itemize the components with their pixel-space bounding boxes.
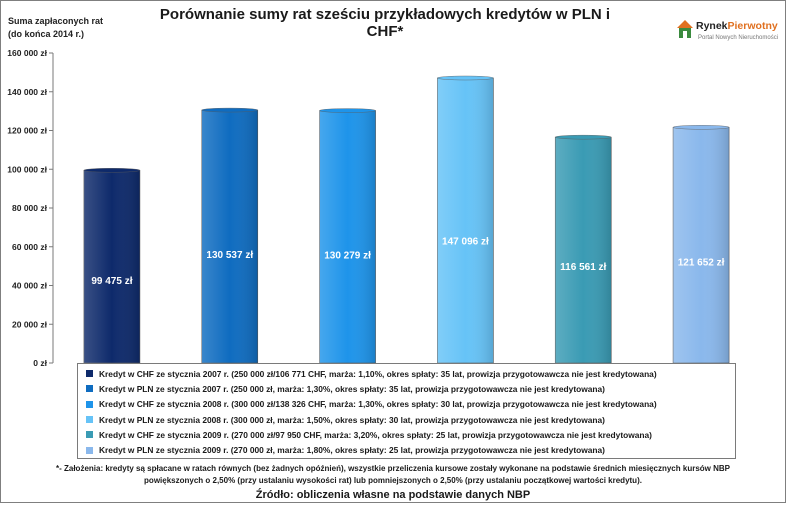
y-tick-label: 120 000 zł bbox=[7, 126, 47, 136]
bar-shade bbox=[319, 110, 376, 363]
y-tick-label: 160 000 zł bbox=[7, 48, 47, 58]
legend-swatch bbox=[86, 400, 93, 408]
bar bbox=[554, 134, 612, 364]
bar-shade bbox=[437, 78, 494, 364]
footnote: *- Założenia: kredyty są spłacane w rata… bbox=[2, 463, 784, 487]
legend-swatch bbox=[86, 385, 93, 393]
data-label: 99 475 zł bbox=[91, 276, 132, 287]
bar-cap bbox=[319, 108, 376, 113]
bar-shade bbox=[201, 110, 258, 363]
logo: RynekPierwotny Portal Nowych Nieruchomoś… bbox=[676, 14, 786, 54]
logo-tagline: Portal Nowych Nieruchomości bbox=[698, 35, 779, 41]
bar-shade bbox=[83, 170, 140, 363]
logo-name-part2: Pierwotny bbox=[727, 20, 778, 32]
bar-cap bbox=[83, 168, 141, 173]
house-logo-icon bbox=[677, 20, 693, 38]
legend-item: Kredyt w PLN ze stycznia 2007 r. (250 00… bbox=[86, 381, 735, 396]
legend-item: Kredyt w CHF ze stycznia 2007 r. (250 00… bbox=[86, 366, 735, 381]
chart-title: Porównanie sumy rat sześciu przykładowyc… bbox=[159, 6, 611, 40]
legend-item: Kredyt w PLN ze stycznia 2009 r. (270 00… bbox=[86, 442, 735, 457]
legend-label: Kredyt w CHF ze stycznia 2008 r. (300 00… bbox=[99, 399, 657, 410]
data-label: 121 652 zł bbox=[678, 258, 725, 269]
bar-shade bbox=[555, 137, 612, 363]
y-axis: 0 zł 20 000 zł 40 000 zł 60 000 zł 80 000 zł… bbox=[7, 48, 54, 368]
data-label: 130 279 zł bbox=[324, 250, 371, 261]
legend-item: Kredyt w CHF ze stycznia 2009 r. (270 00… bbox=[86, 427, 735, 442]
bar-cap bbox=[437, 75, 494, 81]
data-labels: 99 475 zł 130 537 zł 130 279 zł 147 096 zł 1… bbox=[91, 236, 724, 287]
footnote-line-1: *- Założenia: kredyty są spłacane w rata… bbox=[56, 464, 730, 473]
y-axis-label-line-2: (do końca 2014 r.) bbox=[8, 29, 85, 39]
y-tick-label: 80 000 zł bbox=[12, 203, 48, 213]
logo-name-part1: Rynek bbox=[696, 20, 728, 32]
legend-item: Kredyt w PLN ze stycznia 2008 r. (300 00… bbox=[86, 412, 735, 427]
bar bbox=[83, 168, 141, 364]
y-axis-label-line-1: Suma zapłaconych rat bbox=[8, 16, 104, 26]
legend-label: Kredyt w CHF ze stycznia 2009 r. (270 00… bbox=[99, 429, 652, 440]
bar-cap bbox=[672, 125, 730, 130]
legend-label: Kredyt w PLN ze stycznia 2007 r. (250 00… bbox=[99, 383, 605, 394]
bar bbox=[437, 75, 494, 364]
bar bbox=[672, 125, 730, 364]
logo-name: RynekPierwotny bbox=[696, 20, 778, 32]
footnote-line-2: powiększonych o 2,50% (przy ustalaniu wy… bbox=[144, 476, 642, 485]
legend-label: Kredyt w CHF ze stycznia 2007 r. (250 00… bbox=[99, 368, 657, 379]
legend-swatch bbox=[86, 370, 93, 378]
y-tick-label: 60 000 zł bbox=[12, 242, 48, 252]
legend-item: Kredyt w CHF ze stycznia 2008 r. (300 00… bbox=[86, 397, 735, 412]
bar-cap bbox=[555, 134, 612, 140]
bar bbox=[201, 107, 259, 364]
legend-swatch bbox=[86, 416, 93, 424]
y-tick-label: 40 000 zł bbox=[12, 281, 48, 291]
data-label: 130 537 zł bbox=[206, 250, 253, 261]
source-note: Źródło: obliczenia własne na podstawie d… bbox=[255, 489, 531, 501]
bar-cap bbox=[201, 107, 258, 113]
legend-label: Kredyt w PLN ze stycznia 2008 r. (300 00… bbox=[99, 414, 605, 425]
data-label: 147 096 zł bbox=[442, 236, 489, 247]
y-axis-label: Suma zapłaconych rat (do końca 2014 r.) bbox=[8, 15, 128, 41]
legend: Kredyt w CHF ze stycznia 2007 r. (250 00… bbox=[77, 363, 736, 459]
legend-swatch bbox=[86, 431, 93, 439]
plot-area: 0 zł 20 000 zł 40 000 zł 60 000 zł 80 000 zł… bbox=[7, 48, 730, 368]
y-tick-label: 100 000 zł bbox=[7, 164, 47, 174]
bar-shade bbox=[673, 127, 730, 363]
bars bbox=[83, 75, 730, 364]
legend-label: Kredyt w PLN ze stycznia 2009 r. (270 00… bbox=[99, 445, 605, 456]
y-tick-label: 0 zł bbox=[33, 358, 47, 368]
y-tick-label: 20 000 zł bbox=[12, 319, 48, 329]
data-label: 116 561 zł bbox=[560, 262, 606, 273]
y-tick-label: 140 000 zł bbox=[7, 87, 47, 97]
bar bbox=[319, 108, 376, 364]
legend-swatch bbox=[86, 446, 93, 454]
